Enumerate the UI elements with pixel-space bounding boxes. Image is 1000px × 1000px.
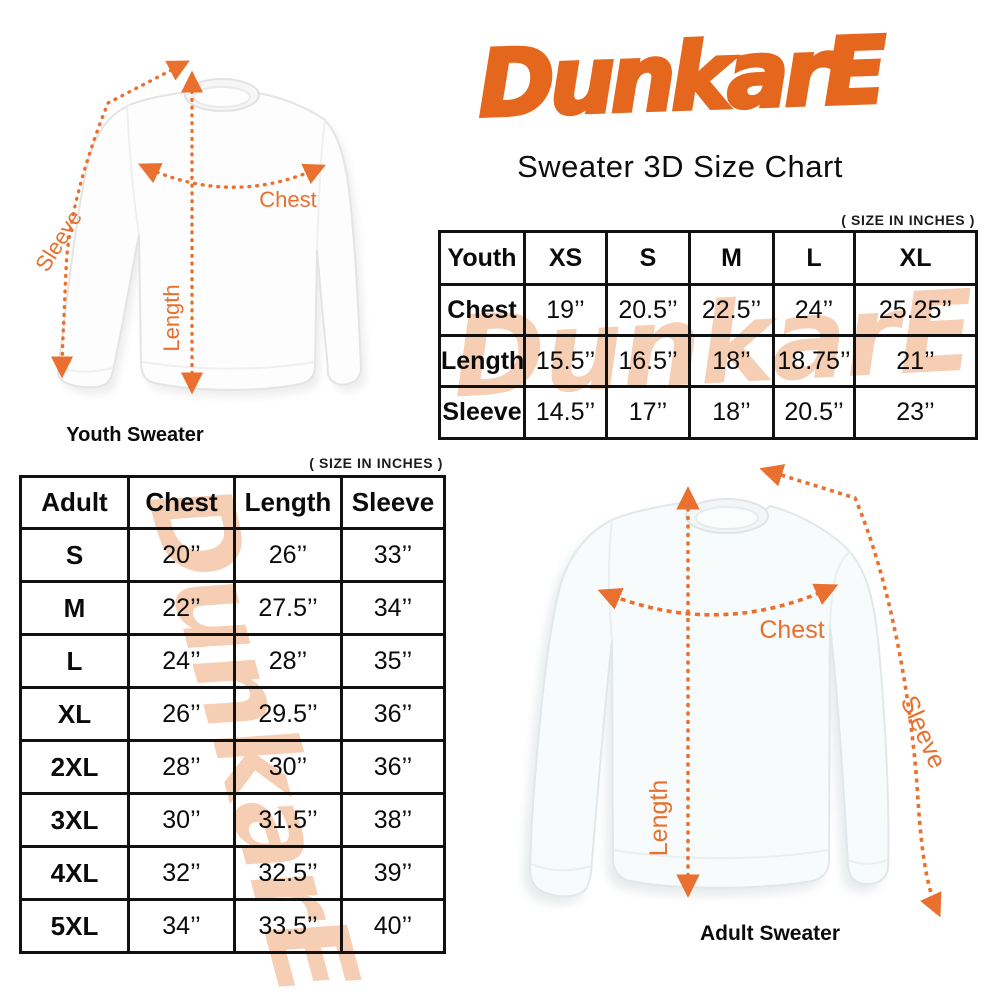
adult-row-l: L 24’’ 28’’ 35’’ bbox=[19, 633, 446, 689]
adult-row-xl: XL 26’’ 29.5’’ 36’’ bbox=[19, 686, 446, 742]
sleeve-measure-arrow bbox=[50, 60, 190, 379]
adult-cell: 31.5’’ bbox=[233, 792, 343, 848]
adult-cell: 40’’ bbox=[340, 898, 446, 954]
adult-row-4xl: 4XL 32’’ 32.5’’ 39’’ bbox=[19, 845, 446, 901]
adult-cell: 36’’ bbox=[340, 686, 446, 742]
adult-row-label: 3XL bbox=[19, 792, 130, 848]
youth-corner-cell: Youth bbox=[438, 230, 526, 286]
youth-length-row: Length 15.5’’ 16.5’’ 18’’ 18.75’’ 21’’ bbox=[438, 334, 978, 388]
youth-cell: 24’’ bbox=[772, 283, 856, 337]
youth-col-header: L bbox=[772, 230, 856, 286]
length-label: Length bbox=[645, 780, 673, 856]
youth-cell: 21’’ bbox=[853, 334, 978, 388]
youth-col-header: M bbox=[688, 230, 775, 286]
youth-sweater-illustration: Chest Length Sleeve bbox=[30, 60, 366, 397]
youth-cell: 25.25’’ bbox=[853, 283, 978, 337]
youth-col-header: S bbox=[605, 230, 691, 286]
youth-cell: 17’’ bbox=[605, 385, 691, 440]
chest-measure-arrow bbox=[597, 583, 839, 617]
youth-size-table: Youth XS S M L XL Chest 19’’ 20.5’’ 22.5… bbox=[438, 230, 978, 440]
youth-chest-row: Chest 19’’ 20.5’’ 22.5’’ 24’’ 25.25’’ bbox=[438, 283, 978, 337]
youth-header-row: Youth XS S M L XL bbox=[438, 230, 978, 286]
youth-cell: 19’’ bbox=[523, 283, 608, 337]
adult-col-header: Chest bbox=[127, 475, 236, 530]
adult-row-label: XL bbox=[19, 686, 130, 742]
adult-row-m: M 22’’ 27.5’’ 34’’ bbox=[19, 580, 446, 636]
youth-sweater-diagram: Chest Length Sleeve Youth Sweater bbox=[0, 40, 440, 460]
youth-cell: 14.5’’ bbox=[523, 385, 608, 440]
adult-cell: 33.5’’ bbox=[233, 898, 343, 954]
collar-inner bbox=[695, 506, 759, 530]
adult-cell: 33’’ bbox=[340, 527, 446, 583]
youth-cell: 18.75’’ bbox=[772, 334, 856, 388]
youth-diagram-caption: Youth Sweater bbox=[66, 424, 204, 446]
youth-cell: 20.5’’ bbox=[772, 385, 856, 440]
youth-row-label: Sleeve bbox=[438, 385, 526, 440]
page-title: Sweater 3D Size Chart bbox=[517, 149, 843, 184]
youth-row-label: Chest bbox=[438, 283, 526, 337]
adult-cell: 20’’ bbox=[127, 527, 236, 583]
adult-diagram-caption: Adult Sweater bbox=[699, 922, 841, 945]
adult-header-row: Adult Chest Length Sleeve bbox=[19, 475, 446, 530]
sleeve-measure-arrow bbox=[759, 464, 942, 918]
adult-row-2xl: 2XL 28’’ 30’’ 36’’ bbox=[19, 739, 446, 795]
youth-row-label: Length bbox=[438, 334, 526, 388]
adult-cell: 24’’ bbox=[127, 633, 236, 689]
youth-sleeve-row: Sleeve 14.5’’ 17’’ 18’’ 20.5’’ 23’’ bbox=[438, 385, 978, 440]
adult-row-5xl: 5XL 34’’ 33.5’’ 40’’ bbox=[19, 898, 446, 954]
adult-row-s: S 20’’ 26’’ 33’’ bbox=[19, 527, 446, 583]
adult-cell: 34’’ bbox=[127, 898, 236, 954]
adult-row-label: M bbox=[19, 580, 130, 636]
brand-logo: DunkarE bbox=[474, 14, 885, 139]
youth-col-header: XS bbox=[523, 230, 608, 286]
chest-label: Chest bbox=[759, 616, 824, 644]
adult-cell: 32’’ bbox=[127, 845, 236, 901]
youth-cell: 23’’ bbox=[853, 385, 978, 440]
adult-col-header: Sleeve bbox=[340, 475, 446, 530]
chest-label: Chest bbox=[259, 187, 316, 212]
adult-row-label: S bbox=[19, 527, 130, 583]
adult-cell: 27.5’’ bbox=[233, 580, 343, 636]
adult-cell: 26’’ bbox=[127, 686, 236, 742]
length-label: Length bbox=[159, 284, 184, 351]
youth-cell: 18’’ bbox=[688, 334, 775, 388]
sleeve-label: Sleeve bbox=[895, 691, 952, 772]
adult-col-header: Length bbox=[233, 475, 343, 530]
adult-cell: 38’’ bbox=[340, 792, 446, 848]
youth-cell: 22.5’’ bbox=[688, 283, 775, 337]
adult-size-note: ( SIZE IN INCHES ) bbox=[309, 455, 443, 471]
youth-cell: 20.5’’ bbox=[605, 283, 691, 337]
adult-cell: 29.5’’ bbox=[233, 686, 343, 742]
chest-measure-arrow bbox=[138, 163, 327, 189]
youth-col-header: XL bbox=[853, 230, 978, 286]
adult-cell: 26’’ bbox=[233, 527, 343, 583]
adult-cell: 30’’ bbox=[127, 792, 236, 848]
youth-cell: 15.5’’ bbox=[523, 334, 608, 388]
youth-cell: 16.5’’ bbox=[605, 334, 691, 388]
adult-cell: 28’’ bbox=[127, 739, 236, 795]
adult-cell: 39’’ bbox=[340, 845, 446, 901]
adult-cell: 30’’ bbox=[233, 739, 343, 795]
adult-row-label: L bbox=[19, 633, 130, 689]
collar-inner bbox=[193, 86, 251, 108]
adult-row-label: 4XL bbox=[19, 845, 130, 901]
adult-col-header: Adult bbox=[19, 475, 130, 530]
adult-cell: 28’’ bbox=[233, 633, 343, 689]
adult-size-table: Adult Chest Length Sleeve S 20’’ 26’’ 33… bbox=[19, 475, 446, 954]
sweater-body bbox=[56, 90, 363, 391]
adult-row-3xl: 3XL 30’’ 31.5’’ 38’’ bbox=[19, 792, 446, 848]
adult-cell: 32.5’’ bbox=[233, 845, 343, 901]
adult-sweater-illustration: Chest Length Sleeve bbox=[524, 464, 952, 918]
adult-cell: 36’’ bbox=[340, 739, 446, 795]
adult-cell: 35’’ bbox=[340, 633, 446, 689]
adult-sweater-diagram: Chest Length Sleeve Adult Sweater bbox=[460, 440, 1000, 1000]
youth-size-note: ( SIZE IN INCHES ) bbox=[841, 212, 975, 228]
adult-cell: 22’’ bbox=[127, 580, 236, 636]
youth-cell: 18’’ bbox=[688, 385, 775, 440]
adult-row-label: 2XL bbox=[19, 739, 130, 795]
adult-row-label: 5XL bbox=[19, 898, 130, 954]
adult-cell: 34’’ bbox=[340, 580, 446, 636]
